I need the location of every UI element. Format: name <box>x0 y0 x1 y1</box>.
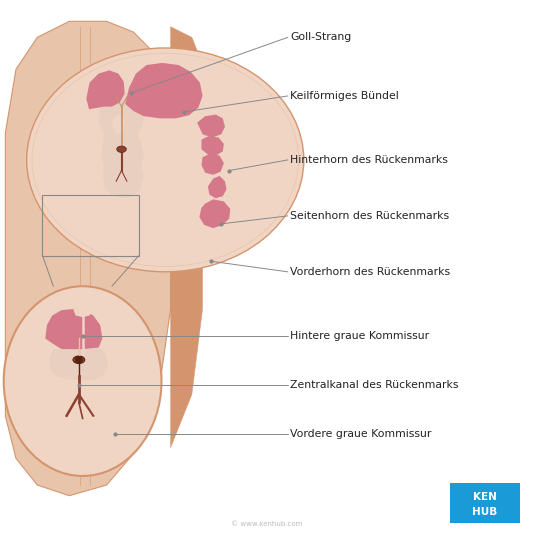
Text: Vordere graue Kommissur: Vordere graue Kommissur <box>290 429 432 439</box>
Polygon shape <box>112 115 125 134</box>
Polygon shape <box>86 70 125 109</box>
FancyBboxPatch shape <box>450 483 520 523</box>
Ellipse shape <box>109 158 142 183</box>
Polygon shape <box>197 115 225 138</box>
Ellipse shape <box>27 48 304 272</box>
Text: Hintere graue Kommissur: Hintere graue Kommissur <box>290 331 430 341</box>
Polygon shape <box>49 348 108 380</box>
Polygon shape <box>201 136 224 156</box>
Polygon shape <box>99 91 144 198</box>
Polygon shape <box>208 176 227 198</box>
Polygon shape <box>45 309 102 354</box>
Text: HUB: HUB <box>472 507 498 517</box>
Polygon shape <box>125 63 203 118</box>
Ellipse shape <box>117 146 126 152</box>
Ellipse shape <box>32 53 298 266</box>
Polygon shape <box>199 199 230 228</box>
Text: Hinterhorn des Rückenmarks: Hinterhorn des Rückenmarks <box>290 155 448 165</box>
Polygon shape <box>74 304 92 317</box>
Text: © www.kenhub.com: © www.kenhub.com <box>231 521 302 527</box>
Text: Vorderhorn des Rückenmarks: Vorderhorn des Rückenmarks <box>290 267 450 277</box>
Circle shape <box>76 357 82 363</box>
Polygon shape <box>171 27 203 448</box>
Text: Goll-Strang: Goll-Strang <box>290 33 352 42</box>
Text: Zentralkanal des Rückenmarks: Zentralkanal des Rückenmarks <box>290 380 459 390</box>
Polygon shape <box>5 21 171 496</box>
Text: Seitenhorn des Rückenmarks: Seitenhorn des Rückenmarks <box>290 211 450 221</box>
Bar <box>42 195 139 256</box>
Text: KEN: KEN <box>473 492 497 503</box>
Ellipse shape <box>73 356 85 364</box>
Polygon shape <box>201 154 224 175</box>
Ellipse shape <box>4 286 161 476</box>
Text: Keilförmiges Bündel: Keilförmiges Bündel <box>290 91 399 101</box>
